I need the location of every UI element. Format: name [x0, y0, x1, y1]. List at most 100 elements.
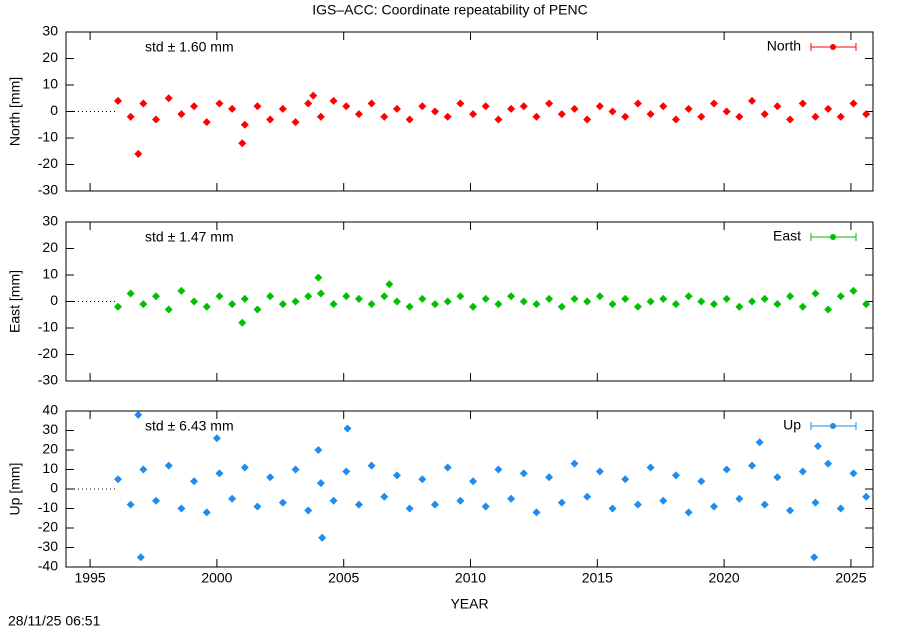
point [228, 104, 237, 113]
point [621, 475, 630, 484]
point [342, 292, 351, 301]
point [126, 289, 135, 298]
point [342, 467, 351, 476]
point [735, 112, 744, 121]
point [583, 115, 592, 124]
point [367, 99, 376, 108]
point [494, 465, 503, 474]
point [240, 294, 249, 303]
y-tick-label: -30 [38, 372, 58, 388]
point [354, 500, 363, 509]
point [519, 469, 528, 478]
point [405, 115, 414, 124]
point [152, 292, 161, 301]
point [431, 500, 440, 509]
point [367, 300, 376, 309]
point [507, 494, 516, 503]
point [314, 273, 323, 282]
point [190, 297, 199, 306]
point [545, 99, 554, 108]
y-tick-label: -20 [38, 155, 58, 171]
point [190, 477, 199, 486]
point [646, 463, 655, 472]
point [190, 102, 199, 111]
point [748, 297, 757, 306]
point [849, 99, 858, 108]
point [278, 498, 287, 507]
point [212, 434, 221, 443]
point [316, 479, 325, 488]
point [684, 292, 693, 301]
point [215, 469, 224, 478]
point [570, 294, 579, 303]
point [697, 477, 706, 486]
point [443, 463, 452, 472]
point [253, 305, 262, 314]
point [684, 508, 693, 517]
point [811, 498, 820, 507]
point [380, 492, 389, 501]
point [697, 112, 706, 121]
legend-label: Up [783, 417, 801, 433]
point [722, 107, 731, 116]
x-tick-label: 2010 [455, 570, 486, 586]
point [481, 294, 490, 303]
chart-title: IGS–ACC: Coordinate repeatability of PEN… [312, 2, 587, 18]
point [608, 107, 617, 116]
point [228, 494, 237, 503]
point [318, 533, 327, 542]
point [392, 471, 401, 480]
point [266, 473, 275, 482]
point [177, 286, 186, 295]
point [329, 300, 338, 309]
point [633, 99, 642, 108]
y-tick-label: -20 [38, 345, 58, 361]
point [113, 96, 122, 105]
point [709, 502, 718, 511]
point [316, 112, 325, 121]
point [849, 469, 858, 478]
point [507, 104, 516, 113]
x-tick-label: 2025 [835, 570, 866, 586]
point [405, 504, 414, 513]
y-tick-label: 30 [42, 421, 58, 437]
point [329, 496, 338, 505]
point [342, 102, 351, 111]
point [139, 465, 148, 474]
point [385, 280, 394, 289]
point [836, 112, 845, 121]
point [228, 300, 237, 309]
point [760, 294, 769, 303]
point [671, 115, 680, 124]
point [177, 110, 186, 119]
point [202, 118, 211, 127]
point [291, 465, 300, 474]
point [570, 104, 579, 113]
point [760, 110, 769, 119]
point [722, 465, 731, 474]
x-tick-label: 2000 [201, 570, 232, 586]
point [343, 424, 352, 433]
y-tick-label: 20 [42, 239, 58, 255]
point [557, 498, 566, 507]
point [266, 292, 275, 301]
point [570, 459, 579, 468]
point [126, 500, 135, 509]
plot-frame [65, 410, 874, 568]
legend-symbol [830, 234, 836, 240]
point [836, 504, 845, 513]
annotation: std ± 1.47 mm [145, 229, 234, 245]
point [152, 115, 161, 124]
point [278, 300, 287, 309]
y-tick-label: -40 [38, 558, 58, 574]
point [456, 292, 465, 301]
point [608, 300, 617, 309]
point [659, 294, 668, 303]
point [367, 461, 376, 470]
point [164, 305, 173, 314]
point [494, 300, 503, 309]
point [494, 115, 503, 124]
point [469, 302, 478, 311]
point [545, 294, 554, 303]
point [329, 96, 338, 105]
